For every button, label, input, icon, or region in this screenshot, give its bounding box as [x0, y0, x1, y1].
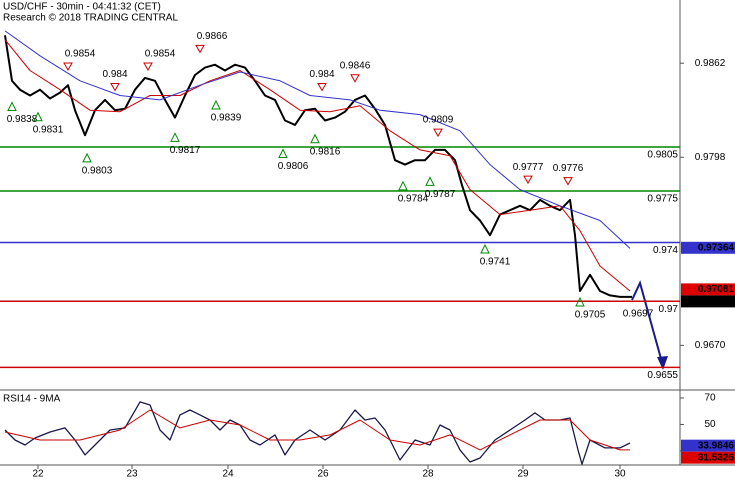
level-label: 0.97 — [659, 304, 679, 315]
price-box — [681, 295, 735, 308]
chart-title: USD/CHF - 30min - 04:41:32 (CET) — [3, 2, 161, 13]
y-tick-label: 70 — [704, 393, 716, 404]
peak-marker — [350, 74, 360, 83]
peak-marker — [433, 128, 443, 138]
level-label: 0.974 — [653, 245, 678, 256]
target-label: 0.9697 — [623, 308, 654, 319]
forecast-arrow — [631, 280, 664, 367]
series-line — [4, 35, 632, 298]
series-line — [4, 401, 631, 465]
trough-label: 0.9806 — [278, 161, 309, 172]
series-line — [4, 30, 631, 249]
price-box-label: 0.9706 — [703, 296, 734, 307]
y-tick-label: 50 — [704, 419, 716, 430]
peak-marker — [195, 44, 205, 54]
price-box — [681, 439, 735, 452]
price-box-label: 0.97364 — [698, 242, 735, 253]
x-tick-label: 22 — [32, 469, 44, 480]
level-label: 0.9655 — [647, 370, 678, 381]
chart-subtitle: Research © 2018 TRADING CENTRAL — [3, 13, 178, 24]
peak-label: 0.9866 — [197, 31, 228, 42]
peak-label: 0.9809 — [423, 115, 454, 126]
peak-label: 0.9846 — [340, 60, 371, 71]
peak-marker — [317, 83, 327, 92]
peak-label: 0.9776 — [553, 163, 584, 174]
level-label: 0.9775 — [647, 194, 678, 205]
trough-marker — [480, 243, 490, 254]
level-label: 0.9805 — [647, 150, 678, 161]
peak-marker — [63, 62, 73, 71]
trough-marker — [82, 152, 92, 163]
rsi-title: RSI14 - 9MA — [3, 394, 61, 405]
y-tick-label: 0.9670 — [695, 340, 726, 351]
x-tick-label: 30 — [614, 469, 626, 480]
peak-label: 0.9854 — [145, 49, 176, 60]
trough-label: 0.9838 — [7, 114, 38, 125]
trough-marker — [278, 148, 288, 158]
peak-label: 0.9854 — [65, 49, 96, 60]
trough-label: 0.9784 — [398, 193, 429, 204]
peak-marker — [563, 177, 573, 186]
trough-label: 0.9816 — [310, 146, 341, 157]
price-box-label: 0.97081 — [698, 284, 735, 295]
forecast-arrowhead — [657, 356, 668, 370]
trough-label: 0.9803 — [82, 166, 113, 177]
series-line — [4, 409, 630, 451]
trough-marker — [575, 296, 585, 307]
trough-label: 0.9741 — [480, 257, 511, 268]
x-tick-label: 26 — [317, 469, 329, 480]
trough-marker — [425, 176, 435, 186]
trough-marker — [33, 111, 43, 122]
x-tick-label: 28 — [422, 469, 434, 480]
peak-label: 0.984 — [102, 69, 127, 80]
peak-label: 0.9777 — [513, 162, 544, 173]
y-tick-label: 0.9862 — [695, 58, 726, 69]
trough-label: 0.9839 — [211, 113, 242, 124]
x-tick-label: 29 — [517, 469, 529, 480]
peak-label: 0.984 — [309, 69, 334, 80]
price-box-label: 33.9846 — [698, 440, 735, 451]
trough-marker — [398, 180, 408, 191]
peak-marker — [143, 62, 153, 71]
trough-marker — [7, 101, 17, 111]
x-tick-label: 23 — [126, 469, 138, 480]
trough-label: 0.9817 — [170, 145, 201, 156]
price-box — [681, 283, 735, 296]
y-tick-label: 0.9798 — [695, 152, 726, 163]
trough-label: 0.9705 — [575, 310, 606, 321]
x-tick-label: 24 — [222, 469, 234, 480]
trough-marker — [310, 133, 320, 144]
peak-marker — [110, 83, 120, 92]
trough-label: 0.9831 — [33, 124, 64, 135]
price-box — [681, 451, 735, 464]
trough-label: 0.9787 — [425, 189, 456, 200]
price-box — [681, 241, 735, 254]
trough-marker — [170, 132, 180, 142]
price-box-label: 31.5326 — [698, 452, 735, 463]
peak-marker — [523, 175, 533, 185]
trough-marker — [211, 99, 221, 110]
series-line — [4, 39, 631, 292]
